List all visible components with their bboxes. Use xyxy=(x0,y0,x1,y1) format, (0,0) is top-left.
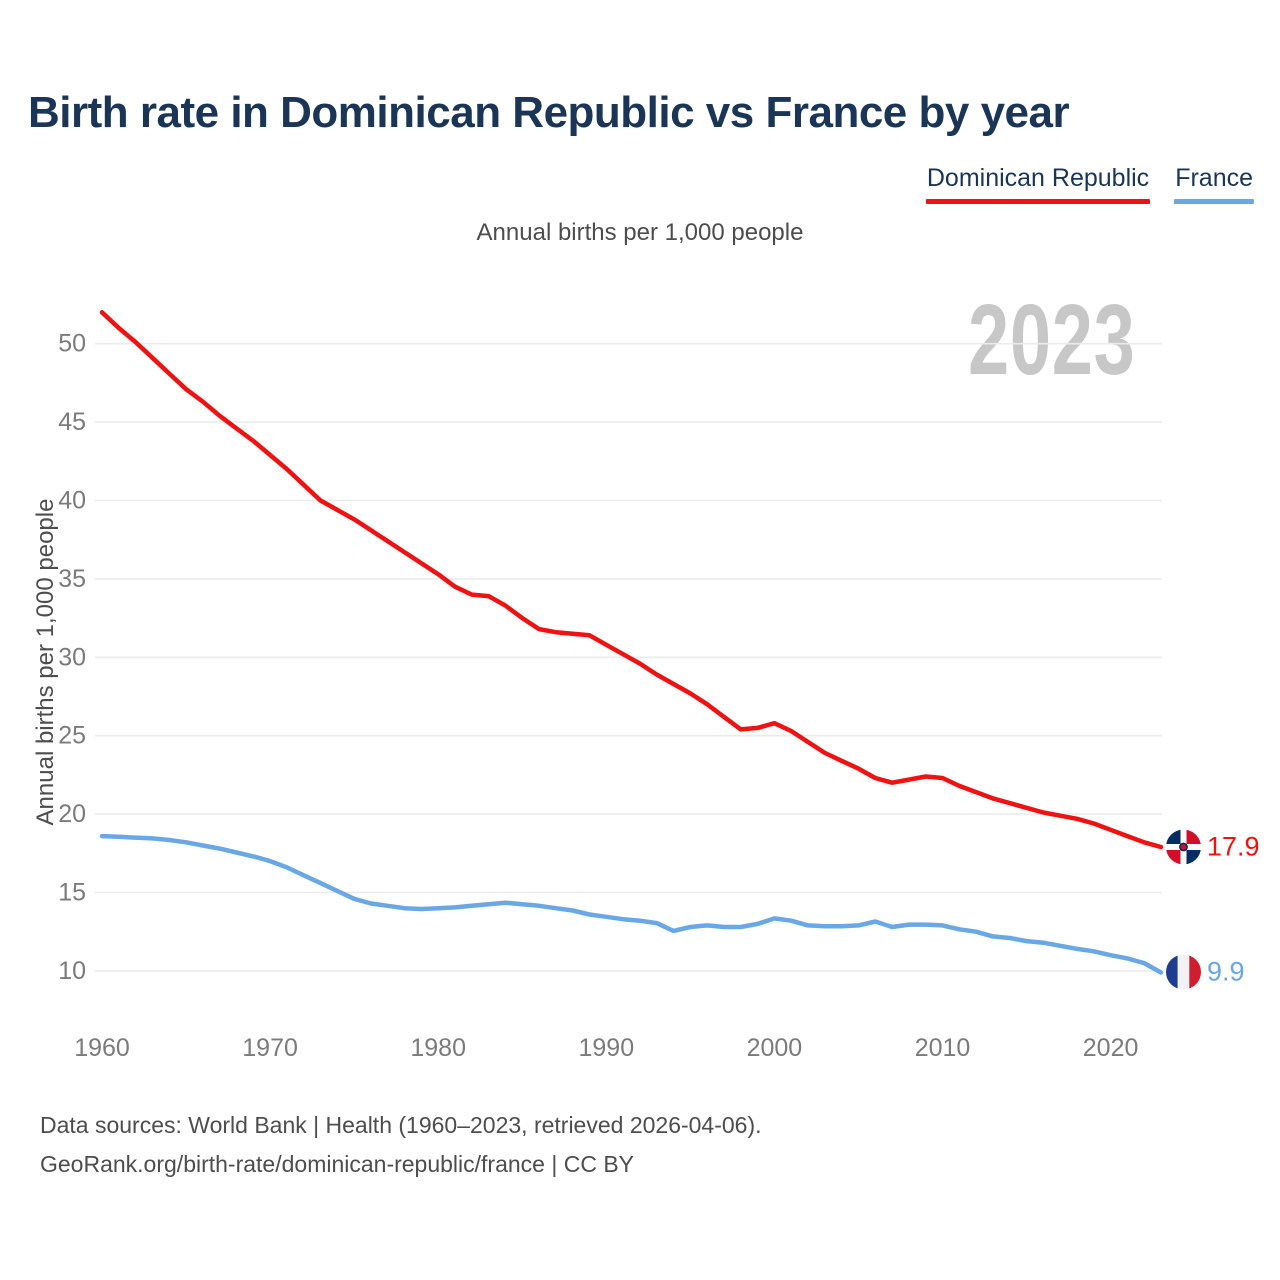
legend: Dominican Republic France xyxy=(925,164,1254,204)
legend-underline-france xyxy=(1174,199,1254,204)
footer-data-sources: Data sources: World Bank | Health (1960–… xyxy=(40,1112,762,1138)
legend-label-dominican-republic: Dominican Republic xyxy=(926,164,1150,192)
y-tick-label-15: 15 xyxy=(58,879,86,907)
y-tick-label-10: 10 xyxy=(58,957,86,985)
legend-underline-dominican-republic xyxy=(925,199,1151,204)
page-title: Birth rate in Dominican Republic vs Fran… xyxy=(28,88,1070,137)
y-tick-label-35: 35 xyxy=(58,565,86,593)
y-tick-label-25: 25 xyxy=(58,722,86,750)
y-tick-label-40: 40 xyxy=(58,487,86,515)
x-tick-label-1980: 1980 xyxy=(410,1034,466,1062)
series-line-france xyxy=(99,833,1164,975)
x-tick-label-1960: 1960 xyxy=(74,1034,130,1062)
x-tick-label-2020: 2020 xyxy=(1083,1034,1139,1062)
x-tick-label-2010: 2010 xyxy=(915,1034,971,1062)
y-tick-label-30: 30 xyxy=(58,643,86,671)
year-watermark: 2023 xyxy=(968,284,1136,396)
series-line-dominican-republic xyxy=(99,310,1164,850)
footer: Data sources: World Bank | Health (1960–… xyxy=(40,1106,762,1184)
end-value-france: 9.9 xyxy=(1207,956,1245,987)
end-value-dominican-republic: 17.9 xyxy=(1207,831,1260,862)
legend-label-france: France xyxy=(1175,164,1253,192)
x-tick-label-1970: 1970 xyxy=(242,1034,298,1062)
chart-subtitle: Annual births per 1,000 people xyxy=(476,219,804,246)
legend-item-france[interactable]: France xyxy=(1174,164,1254,204)
y-tick-label-20: 20 xyxy=(58,800,86,828)
footer-attribution-url: GeoRank.org/birth-rate/dominican-republi… xyxy=(40,1151,635,1177)
x-tick-label-1990: 1990 xyxy=(578,1034,634,1062)
x-tick-label-2000: 2000 xyxy=(747,1034,803,1062)
france-flag-icon xyxy=(1166,954,1201,990)
dominican-republic-flag-icon xyxy=(1166,829,1201,865)
y-tick-label-45: 45 xyxy=(58,408,86,436)
legend-item-dominican-republic[interactable]: Dominican Republic xyxy=(925,164,1151,204)
y-tick-label-50: 50 xyxy=(58,330,86,358)
